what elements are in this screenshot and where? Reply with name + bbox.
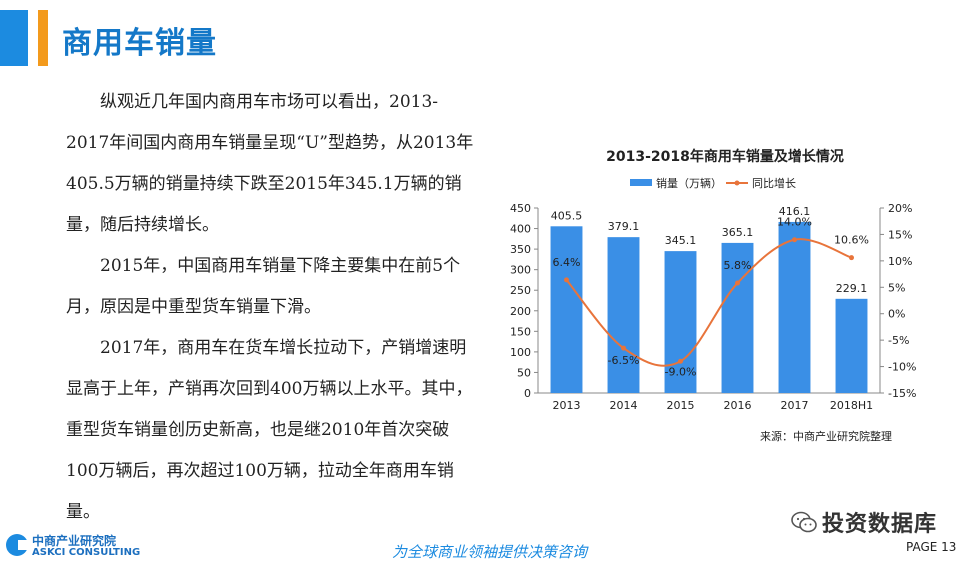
x-tick-label: 2015: [667, 399, 695, 412]
y-right-tick-label: -15%: [888, 387, 916, 400]
body-text: 纵观近几年国内商用车市场可以看出，2013-2017年间国内商用车销量呈现“U”…: [66, 82, 480, 533]
bar-value-label: 345.1: [665, 234, 697, 247]
paragraph-2: 2015年，中国商用车销量下降主要集中在前5个月，原因是中重型货车销量下滑。: [66, 256, 461, 317]
y-left-tick-label: 350: [510, 243, 531, 256]
growth-point: [564, 277, 569, 283]
y-right-tick-label: 10%: [888, 255, 912, 268]
growth-point: [735, 280, 740, 286]
x-tick-label: 2017: [781, 399, 809, 412]
growth-value-label: 10.6%: [834, 234, 869, 247]
y-left-tick-label: 50: [517, 366, 531, 379]
title-bar: 商用车销量: [0, 10, 976, 66]
logo-mark-icon: [6, 534, 28, 556]
growth-value-label: 14.0%: [777, 216, 812, 229]
growth-value-label: -6.5%: [608, 354, 640, 367]
x-tick-label: 2016: [724, 399, 752, 412]
bar: [607, 237, 640, 393]
chart-area: 2013-2018年商用车销量及增长情况 销量（万辆） 同比增长 0 50 100 150…: [490, 140, 960, 460]
y-left-tick-label: 450: [510, 202, 531, 215]
slogan: 为全球商业领袖提供决策咨询: [392, 543, 588, 561]
legend-bar-swatch: [630, 179, 652, 186]
watermark-text: 投资数据库: [822, 512, 938, 537]
x-tick-label: 2014: [610, 399, 638, 412]
bar-value-label: 365.1: [722, 226, 754, 239]
chart-svg: 销量（万辆） 同比增长 0 50 100 150 200 250 300 350 400 450 -15…: [510, 176, 916, 412]
growth-point: [678, 358, 683, 364]
bar: [835, 298, 868, 393]
title-accent-orange: [38, 10, 48, 66]
bar-value-label: 379.1: [608, 220, 640, 233]
growth-point: [849, 255, 854, 261]
logo-mark-cut: [18, 540, 28, 550]
bar-value-label: 229.1: [836, 282, 868, 295]
x-tick-label: 2018H1: [830, 399, 873, 412]
y-left-tick-label: 0: [524, 387, 531, 400]
y-left-tick-label: 250: [510, 284, 531, 297]
bar-value-label: 405.5: [551, 209, 583, 222]
y-right-tick-label: 15%: [888, 228, 912, 241]
paragraph-3: 2017年，商用车在货车增长拉动下，产销增速明显高于上年，产销再次回到400万辆…: [66, 338, 473, 522]
y-left-tick-label: 300: [510, 264, 531, 277]
y-left-tick-label: 100: [510, 346, 531, 359]
x-tick-label: 2013: [553, 399, 581, 412]
y-right-tick-label: 20%: [888, 202, 912, 215]
wechat-icon: [791, 511, 817, 533]
bar: [664, 251, 697, 393]
y-right-tick-label: -5%: [888, 334, 909, 347]
y-left-tick-label: 400: [510, 223, 531, 236]
y-right-tick-label: 0%: [888, 308, 905, 321]
title-accent-blue: [0, 10, 28, 66]
bar: [721, 242, 754, 393]
page-title: 商用车销量: [62, 26, 217, 61]
bar: [550, 226, 583, 393]
growth-value-label: 5.8%: [724, 259, 752, 272]
y-right-tick-label: -10%: [888, 361, 916, 374]
chart-title: 2013-2018年商用车销量及增长情况: [606, 149, 844, 165]
bar: [778, 221, 811, 393]
page-number: PAGE 13: [906, 540, 957, 554]
y-left-tick-label: 200: [510, 305, 531, 318]
logo-sub: ASKCI CONSULTING: [32, 547, 141, 558]
bar-value-label: 416.1: [779, 205, 811, 218]
growth-point: [621, 345, 626, 351]
y-right-tick-label: 5%: [888, 281, 905, 294]
paragraph-1: 纵观近几年国内商用车市场可以看出，2013-2017年间国内商用车销量呈现“U”…: [66, 92, 474, 235]
growth-value-label: -9.0%: [665, 365, 697, 378]
company-logo: 中商产业研究院 ASKCI CONSULTING: [6, 532, 156, 562]
legend-line-marker: [734, 180, 740, 186]
y-left-tick-label: 150: [510, 325, 531, 338]
growth-value-label: 6.4%: [553, 256, 581, 269]
logo-name: 中商产业研究院: [32, 534, 117, 548]
legend-bar-label: 销量（万辆）: [656, 176, 722, 190]
legend-line-label: 同比增长: [752, 176, 796, 190]
source-note: 来源：中商产业研究院整理: [760, 430, 892, 443]
growth-point: [792, 237, 797, 243]
